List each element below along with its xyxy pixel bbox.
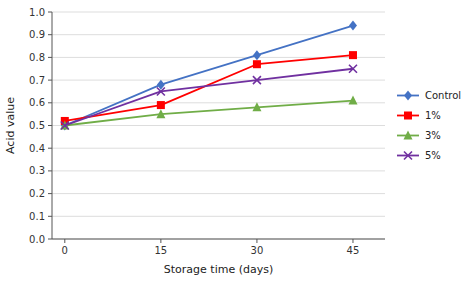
x-tick-label: 30 xyxy=(251,245,264,256)
series-line xyxy=(65,101,353,126)
x-tick xyxy=(352,239,353,243)
legend-label: Control xyxy=(425,90,461,101)
grid-line xyxy=(52,193,385,194)
y-tick-label: 0.2 xyxy=(29,188,45,199)
x-axis-label: Storage time (days) xyxy=(164,263,273,276)
legend-label: 5% xyxy=(425,150,441,161)
y-tick xyxy=(48,170,52,171)
legend-item: 5% xyxy=(397,150,441,161)
data-point xyxy=(156,109,165,118)
x-tick-label: 0 xyxy=(62,245,68,256)
grid-line xyxy=(52,239,385,240)
data-point xyxy=(253,76,261,84)
y-tick xyxy=(48,12,52,13)
legend-item: Control xyxy=(397,90,461,101)
y-tick-label: 0.5 xyxy=(29,120,45,131)
y-tick-label: 0.7 xyxy=(29,75,45,86)
x-tick-label: 15 xyxy=(154,245,167,256)
y-tick xyxy=(48,80,52,81)
grid-line xyxy=(52,12,385,13)
grid-line xyxy=(52,125,385,126)
chart: 0.0 0.1 0.2 0.3 0.4 0.5 0.6 0.7 0.8 0.9 1.0 0 15 30 45… xyxy=(0,0,467,281)
data-point xyxy=(348,96,357,105)
x-tick-label: 45 xyxy=(347,245,360,256)
legend-marker xyxy=(404,131,413,140)
y-tick xyxy=(48,193,52,194)
y-tick xyxy=(48,125,52,126)
y-tick-label: 0.6 xyxy=(29,97,45,108)
grid-line xyxy=(52,216,385,217)
data-point xyxy=(349,21,357,31)
series-line xyxy=(65,69,353,126)
legend-marker xyxy=(404,152,412,160)
y-tick xyxy=(48,57,52,58)
data-point xyxy=(349,65,357,73)
y-axis-line xyxy=(52,12,53,239)
data-point xyxy=(61,122,69,130)
grid-line xyxy=(52,148,385,149)
data-point xyxy=(253,50,261,60)
series xyxy=(60,96,357,130)
grid-line xyxy=(52,170,385,171)
data-point xyxy=(349,51,357,59)
grid xyxy=(52,12,385,239)
legend-label: 3% xyxy=(425,130,441,141)
data-point xyxy=(253,60,261,68)
legend-marker xyxy=(404,112,412,120)
legend-item: 1% xyxy=(397,110,441,121)
y-tick xyxy=(48,216,52,217)
y-tick xyxy=(48,239,52,240)
chart-container: 0.0 0.1 0.2 0.3 0.4 0.5 0.6 0.7 0.8 0.9 1.0 0 15 30 45… xyxy=(0,0,467,281)
legend-marker xyxy=(404,91,412,101)
y-tick xyxy=(48,148,52,149)
y-tick-label: 0.9 xyxy=(29,29,45,40)
y-tick xyxy=(48,34,52,35)
plot-area xyxy=(60,21,357,131)
legend: Control 1% 3% 5% xyxy=(397,90,461,161)
data-point xyxy=(252,102,261,111)
data-point xyxy=(157,87,165,95)
series-line xyxy=(65,26,353,126)
series xyxy=(61,51,357,125)
legend-item: 3% xyxy=(397,130,441,141)
y-axis-label: Acid value xyxy=(4,97,17,154)
y-tick-label: 0.1 xyxy=(29,211,45,222)
x-axis-line xyxy=(52,239,385,240)
x-tick xyxy=(256,239,257,243)
legend-label: 1% xyxy=(425,110,441,121)
axes: 0.0 0.1 0.2 0.3 0.4 0.5 0.6 0.7 0.8 0.9 1.0 0 15 30 45 xyxy=(29,7,385,257)
x-tick xyxy=(64,239,65,243)
series xyxy=(61,65,357,130)
y-tick-label: 0.0 xyxy=(29,234,45,245)
data-point xyxy=(157,101,165,109)
grid-line xyxy=(52,34,385,35)
y-tick-label: 0.4 xyxy=(29,143,45,154)
y-tick-label: 1.0 xyxy=(29,7,45,18)
y-tick-label: 0.8 xyxy=(29,52,45,63)
series xyxy=(61,21,357,131)
x-tick xyxy=(160,239,161,243)
y-tick xyxy=(48,102,52,103)
y-tick-label: 0.3 xyxy=(29,165,45,176)
